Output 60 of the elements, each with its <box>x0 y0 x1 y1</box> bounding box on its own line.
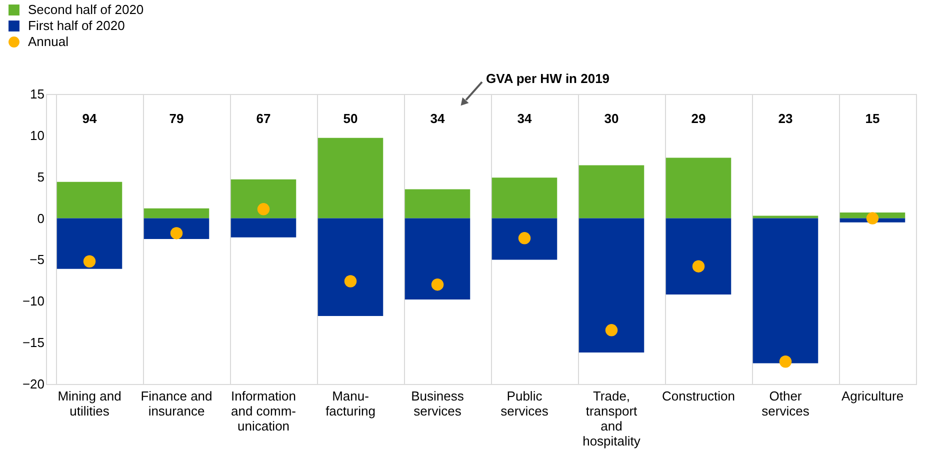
x-tick-label: Information and comm- unication <box>230 388 296 434</box>
bar <box>144 208 210 218</box>
legend-label: Second half of 2020 <box>28 2 144 17</box>
x-tick-label: Finance and insurance <box>140 388 212 418</box>
y-tick-label: 0 <box>37 210 44 226</box>
bar <box>230 218 296 238</box>
bar <box>666 218 732 295</box>
x-tick-label: Public services <box>500 388 549 418</box>
bar <box>144 218 210 239</box>
y-tick-label: −10 <box>22 294 44 309</box>
x-tick-label: Agriculture <box>841 388 904 404</box>
bar <box>752 216 818 218</box>
x-tick-label: Manu- facturing <box>326 388 376 418</box>
x-tick-label: Business services <box>411 388 464 418</box>
bar <box>578 218 644 353</box>
x-tick-label: Trade, transport and hospitality <box>582 388 641 448</box>
bar <box>56 218 122 269</box>
bar <box>492 178 558 218</box>
bar <box>318 138 384 218</box>
annotation: 15 <box>865 111 880 126</box>
bar <box>492 218 558 260</box>
annotation: 30 <box>604 111 619 126</box>
bar <box>404 189 470 218</box>
annotation: 34 <box>430 111 446 126</box>
point <box>866 212 879 224</box>
point <box>170 227 183 240</box>
y-tick-label: 15 <box>30 86 44 102</box>
point <box>692 260 705 272</box>
point <box>431 278 444 291</box>
bar <box>230 179 296 218</box>
point <box>83 255 96 268</box>
annotation: 50 <box>343 111 358 126</box>
annotation: 29 <box>691 111 706 126</box>
annotation: 23 <box>778 111 793 126</box>
point <box>344 275 357 288</box>
y-tick-label: 10 <box>30 128 44 143</box>
bar <box>318 218 384 316</box>
bar <box>56 182 122 218</box>
y-tick-label: 5 <box>37 169 44 184</box>
x-tick-label: Construction <box>662 388 735 404</box>
point <box>779 356 792 368</box>
x-tick-label: Other services <box>762 388 810 418</box>
annotation: 79 <box>169 111 184 126</box>
x-tick-label: Mining and utilities <box>58 388 122 418</box>
text: GVA per HW in 2019 <box>486 71 610 86</box>
y-tick-label: −20 <box>22 376 44 392</box>
point <box>605 324 618 336</box>
annotation: 67 <box>256 111 271 126</box>
point <box>518 232 531 244</box>
y-tick-label: −15 <box>22 335 44 350</box>
legend-label: Annual <box>28 34 69 49</box>
legend-label: First half of 2020 <box>28 18 125 33</box>
annotation: 34 <box>517 111 532 126</box>
bar <box>578 165 644 218</box>
point <box>257 203 270 216</box>
y-tick-label: −5 <box>30 252 44 268</box>
bar <box>666 158 732 218</box>
annotation: 94 <box>82 111 98 126</box>
bar <box>404 218 470 300</box>
bar <box>752 218 818 364</box>
